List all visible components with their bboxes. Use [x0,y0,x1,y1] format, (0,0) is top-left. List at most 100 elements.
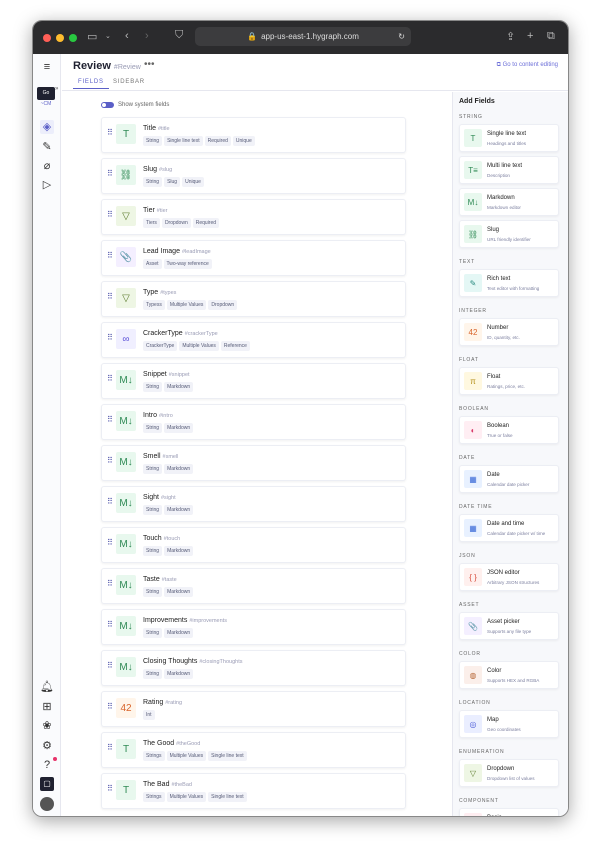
drag-handle-icon[interactable]: ⠿ [107,251,113,260]
content-edit-icon[interactable]: ✎ [42,141,52,153]
reload-icon[interactable]: ↻ [398,32,405,41]
field-label: Snippet [143,371,167,378]
add-field-dropdown[interactable]: ▽ Dropdown Dropdown list of values [459,759,559,787]
drag-handle-icon[interactable]: ⠿ [107,743,113,752]
field-card[interactable]: ⠿ ▽ Tier #tier Tiers Dropdown Required [101,199,406,235]
field-label: The Bad [143,781,170,788]
field-tag: Markdown [164,669,194,679]
toggle-switch[interactable] [101,102,114,108]
drag-handle-icon[interactable]: ⠿ [107,579,113,588]
field-card[interactable]: ⠿ M↓ Improvements #improvements String Markdo… [101,609,406,645]
more-options-button[interactable]: ••• [144,59,155,70]
drag-handle-icon[interactable]: ⠿ [107,661,113,670]
add-field-name: Number [487,325,509,331]
add-field-date[interactable]: ▦ Date Calendar date picker [459,465,559,493]
add-field-map[interactable]: ◎ Map Geo coordinates [459,710,559,738]
share-icon[interactable]: ⇪ [506,31,516,43]
add-field-float[interactable]: π Float Ratings, price, etc. [459,367,559,395]
section-label: DATE TIME [459,504,493,510]
field-card[interactable]: ⠿ M↓ Touch #touch String Markdown [101,527,406,563]
sidebar-toggle-icon[interactable]: ▭ [87,31,98,43]
field-card[interactable]: ⠿ 42 Rating #rating Int [101,691,406,727]
close-window-button[interactable] [43,33,51,42]
add-field-json-editor[interactable]: { } JSON editor Arbitrary JSON structures [459,563,559,591]
add-field-date-and-time[interactable]: ▦ Date and time Calendar date picker w/ ti… [459,514,559,542]
drag-handle-icon[interactable]: ⠿ [107,620,113,629]
tab-sidebar[interactable]: SIDEBAR [113,79,145,85]
field-card[interactable]: ⠿ M↓ Sight #sight String Markdown [101,486,406,522]
add-field-markdown[interactable]: M↓ Markdown Markdown editor [459,188,559,216]
drag-handle-icon[interactable]: ⠿ [107,784,113,793]
add-field-boolean[interactable]: ◐ Boolean True or false [459,416,559,444]
add-field-slug[interactable]: ⛓ Slug URL friendly identifier [459,220,559,248]
minimize-window-button[interactable] [56,33,64,42]
add-field-basic[interactable]: ◇ Basic [459,808,559,816]
slug-type-icon: ⛓ [116,165,136,185]
field-name: Slug #slug [143,166,172,173]
schema-layers-icon[interactable]: ◈ [40,120,54,134]
field-tag: Typess [143,300,165,310]
add-field-number[interactable]: 42 Number ID, quantity, etc. [459,318,559,346]
field-tag: Single line text [208,792,247,802]
field-card[interactable]: ⠿ M↓ Closing Thoughts #closingThoughts Strin… [101,650,406,686]
field-card[interactable]: ⠿ T The Good #theGood Strings Multiple Values… [101,732,406,768]
settings-gear-icon[interactable]: ⚙ [42,740,52,752]
add-field-single-line-text[interactable]: T Single line text Headings and titles [459,124,559,152]
add-field-multi-line-text[interactable]: T≡ Multi line text Description [459,156,559,184]
drag-handle-icon[interactable]: ⠿ [107,292,113,301]
tabs-overview-icon[interactable]: ⧉ [547,30,555,42]
forward-icon[interactable]: › [145,30,149,42]
expand-icon[interactable]: » [55,86,59,92]
field-card[interactable]: ⠿ M↓ Smell #smell String Markdown [101,445,406,481]
menu-icon[interactable]: ≡ [43,61,51,73]
environment-badge[interactable]: Go [37,87,55,100]
add-field-color[interactable]: ◍ Color Supports HEX and RGBA [459,661,559,689]
new-tab-icon[interactable]: + [527,30,534,42]
field-name: Lead Image #leadImage [143,248,211,255]
drag-handle-icon[interactable]: ⠿ [107,333,113,342]
shield-extension-icon[interactable]: ⛉ [175,29,184,41]
zoom-window-button[interactable] [69,33,77,42]
apps-grid-icon[interactable]: ⊞ [42,701,52,713]
field-card[interactable]: ⠿ T Title #title String Single line text Requi… [101,117,406,153]
field-card[interactable]: ⠿ M↓ Snippet #snippet String Markdown [101,363,406,399]
field-card[interactable]: ⠿ M↓ Taste #taste String Markdown [101,568,406,604]
webhooks-icon[interactable]: ❀ [42,720,52,732]
add-fields-title: Add Fields [459,98,495,105]
go-to-content-editing-link[interactable]: ⧉ Go to content editing [496,62,558,68]
field-card[interactable]: ⠿ M↓ Intro #intro String Markdown [101,404,406,440]
field-card[interactable]: ⠿ ⛓ Slug #slug String Slug Unique [101,158,406,194]
drag-handle-icon[interactable]: ⠿ [107,497,113,506]
field-card[interactable]: ⠿ ▽ Type #types Typess Multiple Values Dropdow… [101,281,406,317]
drag-handle-icon[interactable]: ⠿ [107,128,113,137]
tab-fields[interactable]: FIELDS [73,79,109,89]
address-bar[interactable]: 🔒 app-us-east-1.hygraph.com ↻ [195,27,411,46]
drag-handle-icon[interactable]: ⠿ [107,702,113,711]
chevron-down-icon[interactable]: ⌄ [105,33,111,40]
playground-icon[interactable]: ▷ [42,179,52,191]
drag-handle-icon[interactable]: ⠿ [107,169,113,178]
chat-icon[interactable]: ▢ [40,777,54,791]
drag-handle-icon[interactable]: ⠿ [107,538,113,547]
field-tag: Markdown [164,464,194,474]
add-field-description: Headings and titles [487,141,527,146]
field-api-id: #intro [159,413,173,419]
field-card[interactable]: ⠿ ∞ CrackerType #crackerType CrackerType Mult… [101,322,406,358]
add-field-rich-text[interactable]: ✎ Rich text Text editor with formatting [459,269,559,297]
help-icon[interactable]: ? [43,759,51,771]
field-name: Sight #sight [143,494,176,501]
field-card[interactable]: ⠿ T The Bad #theBad Strings Multiple Values Si… [101,773,406,809]
notifications-bell-icon[interactable]: 🔔︎ [40,681,54,693]
assets-clip-icon[interactable]: ⌀ [43,160,51,172]
back-icon[interactable]: ‹ [125,30,129,42]
drag-handle-icon[interactable]: ⠿ [107,456,113,465]
add-field-asset-picker[interactable]: 📎 Asset picker Supports any file type [459,612,559,640]
drag-handle-icon[interactable]: ⠿ [107,374,113,383]
drag-handle-icon[interactable]: ⠿ [107,415,113,424]
show-system-fields-toggle[interactable]: Show system fields [101,102,169,108]
drag-handle-icon[interactable]: ⠿ [107,210,113,219]
add-field-name: Date [487,472,500,478]
field-card[interactable]: ⠿ 📎 Lead Image #leadImage Asset Two-way refer… [101,240,406,276]
user-avatar[interactable] [40,797,54,811]
field-tags: Int [143,710,155,720]
